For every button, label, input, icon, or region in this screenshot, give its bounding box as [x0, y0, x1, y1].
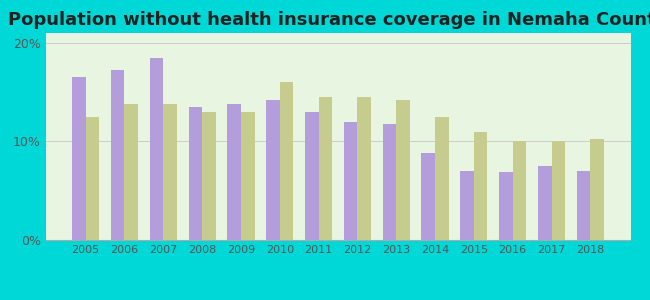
Bar — [150, 58, 163, 240]
Bar — [86, 117, 99, 240]
Bar — [202, 112, 216, 240]
Bar — [241, 112, 255, 240]
Legend: Nemaha County, Kansas average: Nemaha County, Kansas average — [172, 297, 504, 300]
Bar — [266, 100, 280, 240]
Bar — [344, 122, 358, 240]
Bar — [163, 104, 177, 240]
Bar — [111, 70, 125, 240]
Bar — [358, 97, 371, 240]
Bar — [188, 107, 202, 240]
Bar — [227, 104, 241, 240]
Bar — [460, 171, 474, 240]
Bar — [421, 153, 435, 240]
Bar — [72, 77, 86, 240]
Bar — [318, 97, 332, 240]
Bar — [280, 82, 293, 240]
Bar — [125, 104, 138, 240]
Bar — [396, 100, 410, 240]
Bar — [577, 171, 590, 240]
Bar — [499, 172, 513, 240]
Bar — [305, 112, 318, 240]
Bar — [538, 166, 551, 240]
Bar — [551, 141, 565, 240]
Bar — [513, 141, 526, 240]
Bar — [435, 117, 448, 240]
Bar — [474, 132, 488, 240]
Bar — [383, 124, 396, 240]
Title: Population without health insurance coverage in Nemaha County: Population without health insurance cove… — [8, 11, 650, 29]
Bar — [590, 140, 604, 240]
